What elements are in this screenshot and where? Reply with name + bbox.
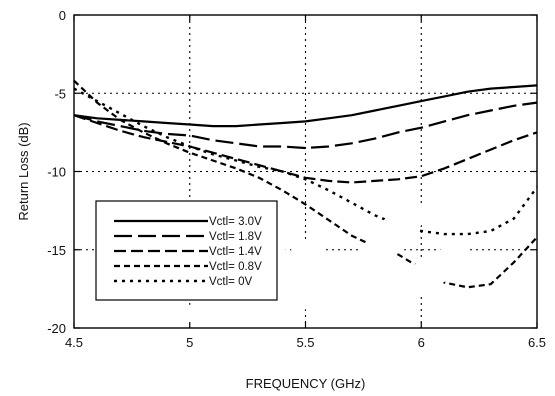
x-tick-label: 6.5 [528,335,546,350]
legend-label-3: Vctl= 0.8V [209,261,262,273]
series-line-4 [73,87,538,236]
series-line-3 [73,79,538,289]
x-axis-title: FREQUENCY (GHz) [246,376,366,391]
series-layer [73,79,538,289]
legend-label-4: Vctl= 0V [209,276,252,288]
watermark-stroke [352,193,431,279]
y-tick-label: -5 [54,86,66,101]
x-tick-label: 6 [418,335,425,350]
y-tick-label: -15 [47,243,66,258]
x-tick-label: 4.5 [65,335,83,350]
x-tick-label: 5 [186,335,193,350]
legend-label-1: Vctl= 1.8V [209,231,262,243]
legend-label-2: Vctl= 1.4V [209,246,262,258]
y-tick-label: 0 [59,8,66,23]
y-tick-label: -20 [47,321,66,336]
legend: Vctl= 3.0V Vctl= 1.8V Vctl= 1.4V Vctl= 0.8V… [95,200,278,301]
series-line-1 [73,101,538,150]
y-axis-title: Return Loss (dB) [16,122,31,220]
series-line-0 [73,84,538,128]
x-tick-label: 5.5 [296,335,314,350]
y-tick-label: -10 [47,165,66,180]
series-line-2 [73,114,538,184]
watermark-stroke [161,302,249,396]
legend-label-0: Vctl= 3.0V [209,216,262,228]
axis-ticks: 4.5 5 5.5 6 6.5 0 -5 -10 -15 -20 [47,8,546,350]
